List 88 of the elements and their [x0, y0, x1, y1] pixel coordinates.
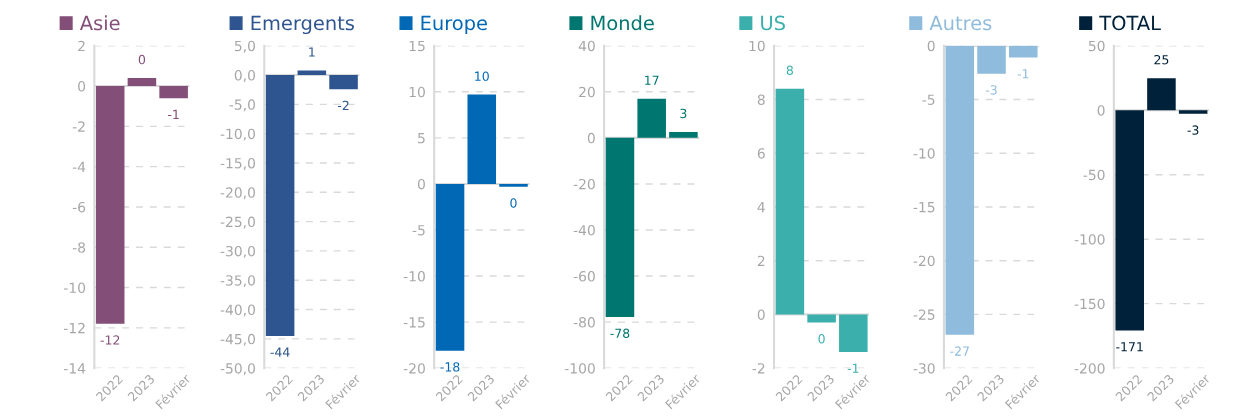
- y-tick-label: -2: [72, 121, 85, 132]
- data-label: -27: [950, 346, 969, 356]
- bar: [605, 137, 635, 318]
- data-label: 10: [475, 71, 489, 81]
- y-tick-label: 15: [409, 40, 425, 52]
- y-tick-label: -4: [72, 161, 86, 172]
- data-label: -12: [100, 335, 120, 345]
- legend-label: TOTAL: [1099, 15, 1161, 31]
- y-tick-label: 0: [927, 40, 935, 52]
- data-label: 0: [510, 198, 517, 208]
- data-label: -44: [270, 347, 290, 357]
- y-tick-label: -5: [412, 225, 425, 236]
- y-tick-label: 8: [757, 94, 765, 105]
- data-label: 3: [680, 108, 687, 119]
- y-tick-label: 0: [587, 132, 595, 144]
- y-tick-label: 0: [1097, 105, 1105, 116]
- y-tick-label: -25,0: [220, 216, 256, 229]
- y-tick-label: -50: [1083, 169, 1105, 181]
- data-label: -1: [168, 109, 179, 119]
- y-tick-label: -25: [913, 309, 935, 320]
- y-tick-label: -30: [913, 363, 935, 374]
- y-tick-label: -100: [1074, 234, 1105, 245]
- y-tick-label: -12: [64, 322, 85, 334]
- bar: [637, 98, 666, 138]
- y-tick-label: 10: [749, 40, 765, 52]
- y-tick-label: -6: [72, 201, 86, 213]
- data-label: 8: [786, 65, 793, 76]
- y-tick-label: -15: [913, 202, 935, 213]
- y-tick-label: 0: [417, 178, 425, 190]
- y-tick-label: -5: [922, 94, 935, 105]
- data-label: -18: [440, 362, 460, 372]
- y-tick-label: -15: [403, 317, 425, 328]
- y-tick-label: -10: [64, 282, 86, 294]
- y-tick-label: -20: [403, 363, 425, 374]
- y-tick-label: -10: [913, 148, 935, 159]
- legend-label: Monde: [591, 15, 654, 31]
- y-tick-label: 5,0: [234, 40, 256, 53]
- y-tick-label: 0: [78, 81, 86, 92]
- legend-label: Europe: [421, 15, 487, 35]
- y-tick-label: 0: [757, 309, 765, 320]
- y-tick-label: -150: [1074, 298, 1105, 310]
- data-label: -171: [1116, 342, 1143, 352]
- y-tick-label: -45,0: [220, 333, 256, 346]
- bar: [669, 131, 698, 138]
- data-label: 1: [309, 47, 315, 57]
- data-label: -2: [337, 100, 349, 110]
- y-tick-label: -80: [573, 317, 595, 328]
- y-tick-label: -100: [564, 363, 595, 374]
- data-label: 0: [818, 333, 825, 344]
- data-label: 25: [1154, 54, 1169, 65]
- y-tick-label: -8: [72, 242, 86, 253]
- y-tick-label: -35,0: [220, 275, 256, 288]
- y-tick-label: -10,0: [220, 128, 256, 141]
- y-tick-label: -14: [64, 363, 86, 374]
- legend-label: US: [761, 15, 785, 31]
- y-tick-label: 20: [579, 86, 595, 98]
- data-label: 17: [645, 75, 659, 85]
- y-tick-label: 2: [757, 255, 765, 266]
- y-tick-label: 6: [757, 148, 765, 159]
- y-tick-label: 5: [418, 133, 425, 144]
- legend-label: Autres: [929, 15, 992, 31]
- data-label: -3: [985, 85, 997, 95]
- y-tick-label: 4: [757, 202, 765, 213]
- y-tick-label: 10: [409, 86, 425, 98]
- y-tick-label: 40: [578, 40, 595, 52]
- data-label: -1: [847, 363, 859, 373]
- y-tick-label: -20: [913, 255, 935, 267]
- y-tick-label: -60: [573, 271, 595, 282]
- data-label: -1: [1017, 69, 1029, 79]
- data-label: -3: [1187, 125, 1199, 135]
- legend-label: Asie: [79, 15, 120, 31]
- data-label: -78: [610, 328, 630, 338]
- y-tick-label: 50: [1088, 40, 1105, 52]
- y-tick-label: -200: [1074, 363, 1105, 374]
- y-tick-label: -30,0: [220, 245, 256, 258]
- y-tick-label: -5,0: [229, 99, 256, 112]
- y-tick-label: 0,0: [234, 70, 256, 82]
- y-tick-label: -50,0: [220, 363, 256, 376]
- y-tick-label: -20,0: [220, 187, 256, 200]
- y-tick-label: 2: [78, 40, 85, 52]
- y-tick-label: -20: [573, 178, 595, 190]
- y-tick-label: -2: [752, 363, 765, 374]
- y-tick-label: -15,0: [220, 157, 256, 170]
- y-tick-label: -40: [573, 224, 595, 236]
- legend-label: Emergents: [251, 15, 354, 35]
- y-tick-label: -40,0: [220, 304, 256, 317]
- data-label: 0: [138, 54, 146, 65]
- y-tick-label: -10: [403, 271, 425, 282]
